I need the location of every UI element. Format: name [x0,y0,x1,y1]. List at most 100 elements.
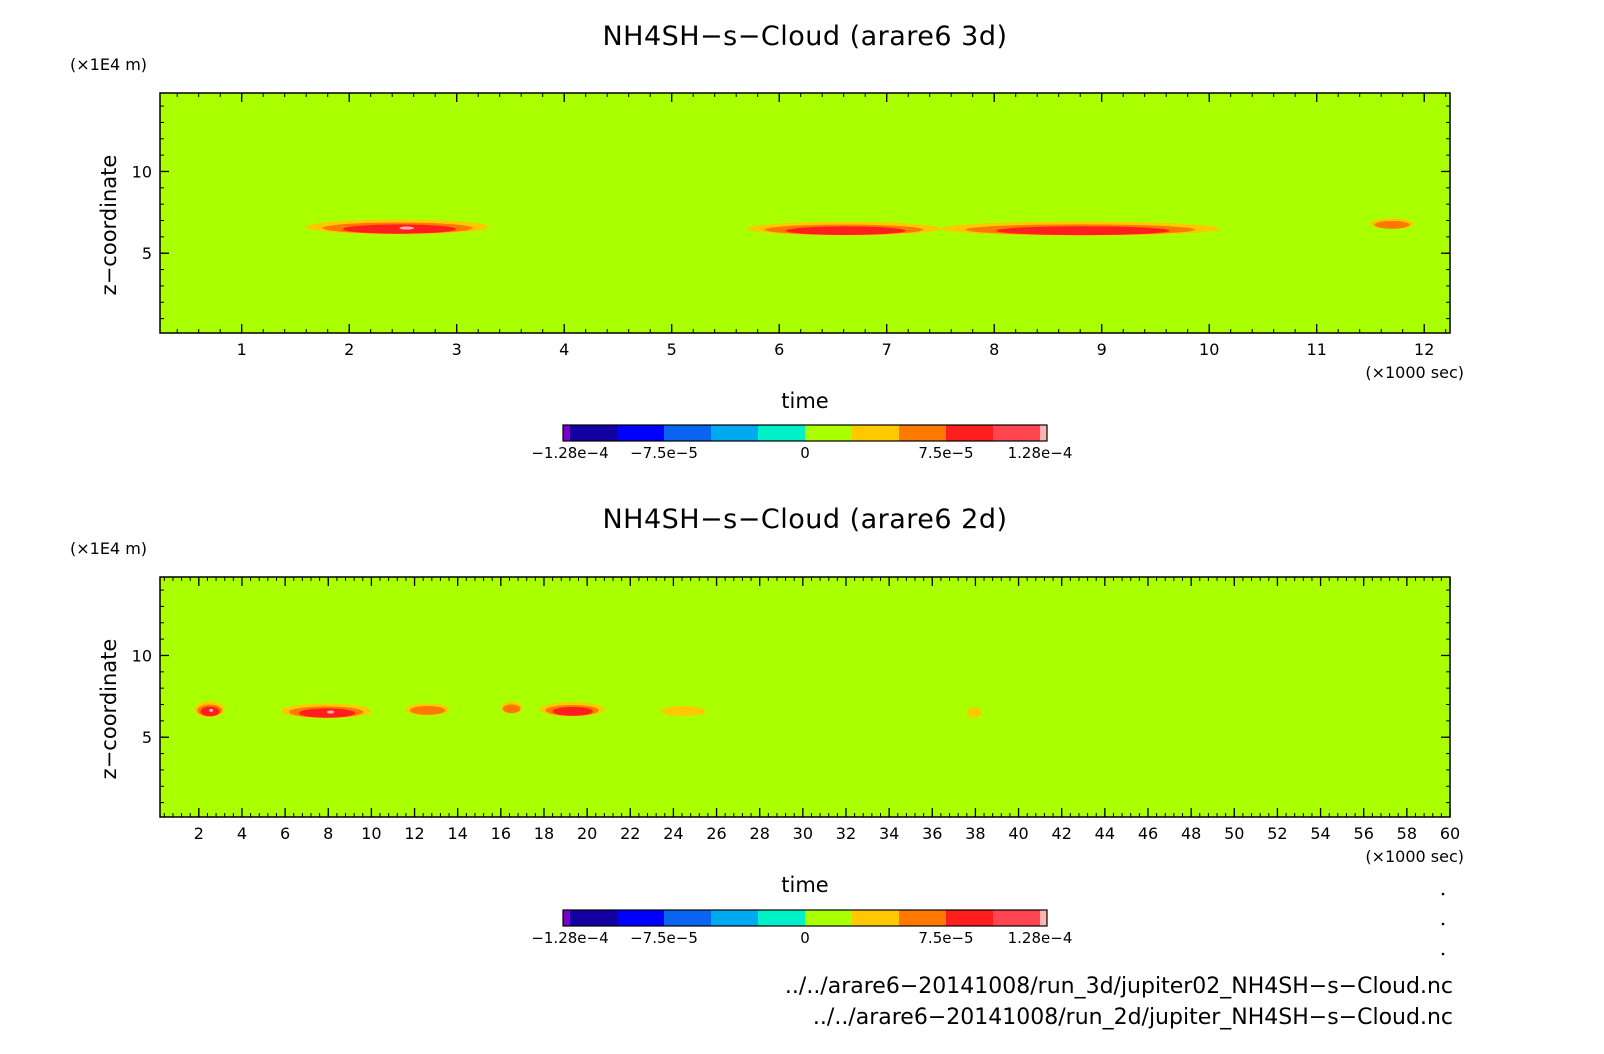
colorbar-swatch [946,425,994,441]
colorbar-swatch [664,910,712,926]
cloud-level-2 [409,706,446,715]
colorbar-swatch [993,425,1041,441]
x-tick-label: 1 [237,340,247,359]
colorbar-swatch [758,910,806,926]
chart-panel-3d: NH4SH−s−Cloud (arare6 3d)(×1E4 m)1 2 3 4 5 6 7… [70,21,1464,462]
heatmap-field [160,577,1450,817]
colorbar: −1.28e−4 −7.5e−5 0 7.5e−5 1.28e−4 [531,909,1072,947]
colorbar-swatch [570,910,618,926]
x-tick-label: 42 [1052,824,1072,843]
x-tick-label: 7 [882,340,892,359]
x-tick-label: 3 [452,340,462,359]
cloud-level-3 [996,226,1170,236]
x-tick-label: 2 [194,824,204,843]
x-tick-label: 2 [344,340,354,359]
cloud-level-peak [327,710,335,714]
x-tick-label: 24 [663,824,683,843]
x-tick-label: 8 [989,340,999,359]
colorbar-swatch [563,425,571,441]
x-tick-label: 26 [706,824,726,843]
colorbar-swatch [563,910,571,926]
y-axis-label: z−coordinate [97,155,121,296]
x-tick-label: 9 [1097,340,1107,359]
cloud-level-3 [552,706,593,716]
cloud-blob-4 [539,702,605,717]
cloud-level-3 [298,708,356,718]
x-tick-label: 16 [491,824,511,843]
x-tick-label: 48 [1181,824,1201,843]
x-tick-label: 44 [1095,824,1115,843]
x-axis-unit: (×1000 sec) [1365,847,1464,866]
x-tick-label: 28 [750,824,770,843]
x-tick-label: 14 [448,824,468,843]
cloud-level-1 [660,706,706,716]
cloud-level-2 [502,704,521,714]
x-tick-label: 4 [237,824,247,843]
x-tick-label: 52 [1267,824,1287,843]
x-tick-label: 22 [620,824,640,843]
marker-dot [1441,892,1445,896]
x-tick-label: 6 [280,824,290,843]
x-tick-label: 12 [404,824,424,843]
colorbar-swatch [664,425,712,441]
x-tick-label: 10 [361,824,381,843]
cloud-blob-5 [660,706,706,716]
footer-file-list: ../../arare6−20141008/run_3d/jupiter02_N… [785,892,1453,1030]
x-tick-label: 32 [836,824,856,843]
colorbar-swatch [899,425,947,441]
colorbar-label: 7.5e−5 [918,929,973,947]
cloud-level-2 [1374,220,1410,229]
cloud-blob-3 [500,701,523,714]
x-tick-label: 34 [879,824,899,843]
colorbar-label: −7.5e−5 [630,929,698,947]
x-tick-label: 10 [1199,340,1219,359]
cloud-blob-2 [405,703,450,716]
x-tick-label: 8 [323,824,333,843]
x-tick-label: 18 [534,824,554,843]
marker-dot [1441,922,1445,926]
cloud-level-3 [342,224,457,234]
colorbar-swatch [711,910,759,926]
x-tick-label: 30 [793,824,813,843]
y-tick-label: 10 [132,646,152,665]
footer-file-3d: ../../arare6−20141008/run_3d/jupiter02_N… [785,974,1453,999]
chart-title: NH4SH−s−Cloud (arare6 3d) [602,21,1007,52]
colorbar-swatch [852,425,900,441]
x-axis-unit: (×1000 sec) [1365,363,1464,382]
colorbar-label: 7.5e−5 [918,444,973,462]
cloud-blob-6 [966,707,982,718]
cloud-blob-2 [940,221,1220,236]
marker-dot [1441,952,1445,956]
cloud-level-1 [966,707,982,718]
x-axis-label: time [781,873,828,897]
chart-panel-2d: NH4SH−s−Cloud (arare6 2d)(×1E4 m)2 4 6 8 10 1… [70,504,1464,947]
plot-frame [159,92,1451,334]
plot-frame [159,576,1451,818]
y-axis-unit: (×1E4 m) [70,55,147,74]
cloud-blob-0 [194,701,225,718]
colorbar-label: −7.5e−5 [630,444,698,462]
cloud-level-3 [785,226,906,235]
colorbar-swatch [711,425,759,441]
footer-file-2d: ../../arare6−20141008/run_2d/jupiter_NH4… [813,1005,1453,1030]
x-tick-label: 5 [667,340,677,359]
x-tick-label: 56 [1354,824,1374,843]
colorbar-label: 0 [800,929,810,947]
colorbar-swatch [758,425,806,441]
y-axis-unit: (×1E4 m) [70,539,147,558]
colorbar-swatch [805,910,853,926]
x-tick-label: 12 [1414,340,1434,359]
colorbar-label: 1.28e−4 [1008,444,1073,462]
colorbar-label: −1.28e−4 [531,929,608,947]
colorbar-swatch [946,910,994,926]
cloud-blob-3 [1370,218,1414,230]
x-tick-label: 20 [577,824,597,843]
cloud-blob-0 [306,219,489,235]
heatmap-field [160,93,1450,333]
chart-title: NH4SH−s−Cloud (arare6 2d) [602,504,1007,535]
y-axis-label: z−coordinate [97,639,121,780]
cloud-level-peak [209,708,214,712]
x-tick-label: 40 [1008,824,1028,843]
colorbar-frame [562,909,1048,927]
